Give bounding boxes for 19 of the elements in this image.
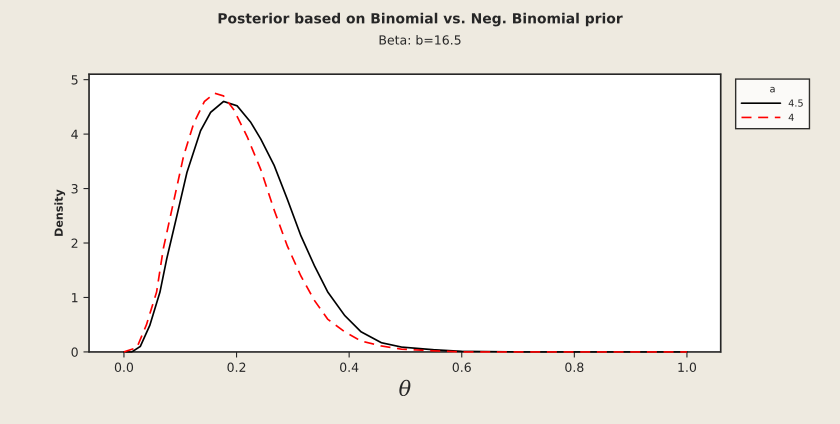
x-tick-label: 1.0	[678, 362, 696, 372]
y-tick-label: 0	[71, 347, 78, 357]
y-tick-label: 5	[72, 75, 78, 85]
x-tick-label: 0.2	[227, 362, 246, 372]
y-tick-label: 2	[72, 238, 78, 248]
x-tick-label: 0.0	[114, 362, 134, 372]
chart-title: Posterior based on Binomial vs. Neg. Binomial prior	[218, 12, 623, 26]
y-tick-label: 1	[72, 293, 78, 302]
x-tick-label: 0.4	[340, 362, 358, 372]
legend-label: 4	[788, 114, 794, 121]
y-tick-label: 3	[72, 184, 78, 194]
y-tick-label: 4	[71, 130, 78, 139]
y-axis-title: Density	[54, 189, 66, 236]
legend-label: 4.5	[788, 99, 803, 107]
legend-title: a	[770, 86, 775, 92]
chart-subtitle: Beta: b=16.5	[380, 35, 461, 45]
x-axis-title: θ	[399, 380, 410, 396]
x-tick-label: 0.8	[565, 362, 584, 372]
x-tick-label: 0.6	[452, 362, 471, 372]
